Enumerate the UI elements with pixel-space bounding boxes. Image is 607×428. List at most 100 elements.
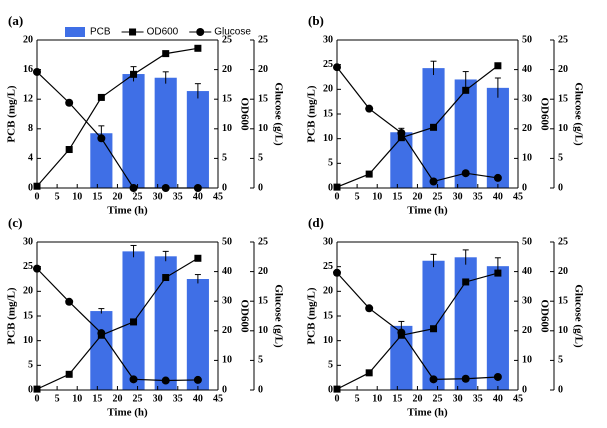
marker (397, 134, 405, 142)
x-tick-label: 15 (92, 393, 102, 404)
bar (454, 257, 477, 390)
y3-axis-label: Glucose (g/L) (572, 82, 584, 146)
x-tick-label: 40 (193, 191, 203, 202)
y-axis-label: PCB (mg/L) (306, 287, 318, 344)
y-tick-label: 25 (23, 261, 33, 272)
x-axis-label: Time (h) (107, 407, 148, 419)
x-tick-label: 40 (493, 191, 503, 202)
y3-tick-label: 5 (258, 153, 263, 164)
y2-tick-label: 50 (222, 236, 232, 247)
x-tick-label: 20 (112, 393, 122, 404)
marker (494, 269, 502, 277)
series-line (336, 272, 498, 380)
marker (397, 128, 406, 137)
y-tick-label: 10 (323, 335, 333, 346)
series-line (36, 257, 199, 390)
y3-tick-label: 25 (558, 34, 568, 45)
x-tick-label: 25 (133, 393, 143, 404)
y-tick-label: 4 (28, 153, 33, 164)
y3-tick-label: 15 (558, 93, 568, 104)
bar (454, 79, 477, 188)
y-tick-label: 20 (23, 286, 33, 297)
marker (65, 98, 74, 107)
y-tick-label: 20 (23, 34, 33, 45)
x-tick-label: 45 (213, 191, 223, 202)
y2-tick-label: 25 (222, 34, 232, 45)
bar (186, 91, 209, 188)
y-tick-label: 15 (23, 310, 33, 321)
y2-tick-label: 10 (522, 153, 532, 164)
marker (193, 375, 202, 384)
x-tick-label: 30 (453, 393, 463, 404)
y2-axis-label: OD600 (538, 300, 550, 334)
panel-label: (a) (8, 13, 23, 28)
y-tick-label: 10 (23, 335, 33, 346)
series-line (336, 272, 499, 390)
legend-label: PCB (90, 27, 111, 38)
y3-tick-label: 15 (558, 295, 568, 306)
y3-tick-label: 20 (258, 266, 268, 277)
marker (365, 104, 374, 113)
y3-tick-label: 5 (558, 153, 563, 164)
y2-tick-label: 20 (522, 325, 532, 336)
legend-marker (196, 28, 205, 36)
x-tick-label: 10 (372, 393, 382, 404)
x-tick-label: 45 (513, 393, 523, 404)
x-tick-label: 10 (72, 393, 82, 404)
y-tick-label: 30 (323, 236, 333, 247)
bar (486, 87, 509, 188)
y3-tick-label: 25 (558, 236, 568, 247)
y-tick-label: 5 (328, 360, 333, 371)
x-tick-label: 20 (112, 191, 122, 202)
panel-label: (b) (308, 13, 324, 28)
bar (90, 311, 113, 390)
y3-tick-label: 10 (258, 325, 268, 336)
x-axis-label: Time (h) (407, 205, 448, 217)
panel-label: (d) (308, 215, 324, 230)
x-tick-label: 15 (392, 393, 402, 404)
y3-tick-label: 10 (558, 123, 568, 134)
y-tick-label: 25 (323, 59, 333, 70)
marker (65, 297, 74, 306)
y-tick-label: 20 (323, 286, 333, 297)
y2-tick-label: 20 (222, 64, 232, 75)
x-tick-label: 25 (433, 393, 443, 404)
legend-marker (129, 28, 137, 36)
y-tick-label: 25 (323, 261, 333, 272)
x-tick-label: 0 (35, 393, 40, 404)
panel-label: (c) (8, 215, 22, 230)
y-tick-label: 0 (328, 182, 333, 193)
marker (161, 376, 170, 385)
x-tick-label: 5 (55, 191, 60, 202)
y-tick-label: 20 (323, 84, 333, 95)
y3-tick-label: 5 (558, 355, 563, 366)
y2-tick-label: 10 (222, 355, 232, 366)
y3-tick-label: 25 (258, 236, 268, 247)
bar (122, 74, 145, 188)
bar (390, 132, 413, 188)
y3-axis-label: Glucose (g/L) (272, 82, 284, 146)
series-line (36, 268, 198, 382)
x-tick-label: 5 (55, 393, 60, 404)
x-tick-label: 20 (412, 393, 422, 404)
y2-tick-label: 5 (222, 153, 227, 164)
y3-tick-label: 0 (258, 182, 263, 193)
y2-tick-label: 50 (522, 34, 532, 45)
y-tick-label: 15 (323, 108, 333, 119)
y-tick-label: 15 (323, 310, 333, 321)
marker (461, 374, 470, 383)
marker (461, 169, 470, 178)
legend-label: Glucose (214, 27, 251, 38)
y-tick-label: 30 (23, 236, 33, 247)
y3-tick-label: 5 (258, 355, 263, 366)
x-tick-label: 30 (153, 191, 163, 202)
x-tick-label: 10 (372, 191, 382, 202)
x-tick-label: 35 (173, 191, 183, 202)
y2-tick-label: 0 (222, 182, 227, 193)
marker (162, 50, 170, 58)
marker (130, 318, 138, 326)
y3-tick-label: 20 (558, 266, 568, 277)
x-tick-label: 5 (355, 191, 360, 202)
y-tick-label: 16 (23, 64, 33, 75)
